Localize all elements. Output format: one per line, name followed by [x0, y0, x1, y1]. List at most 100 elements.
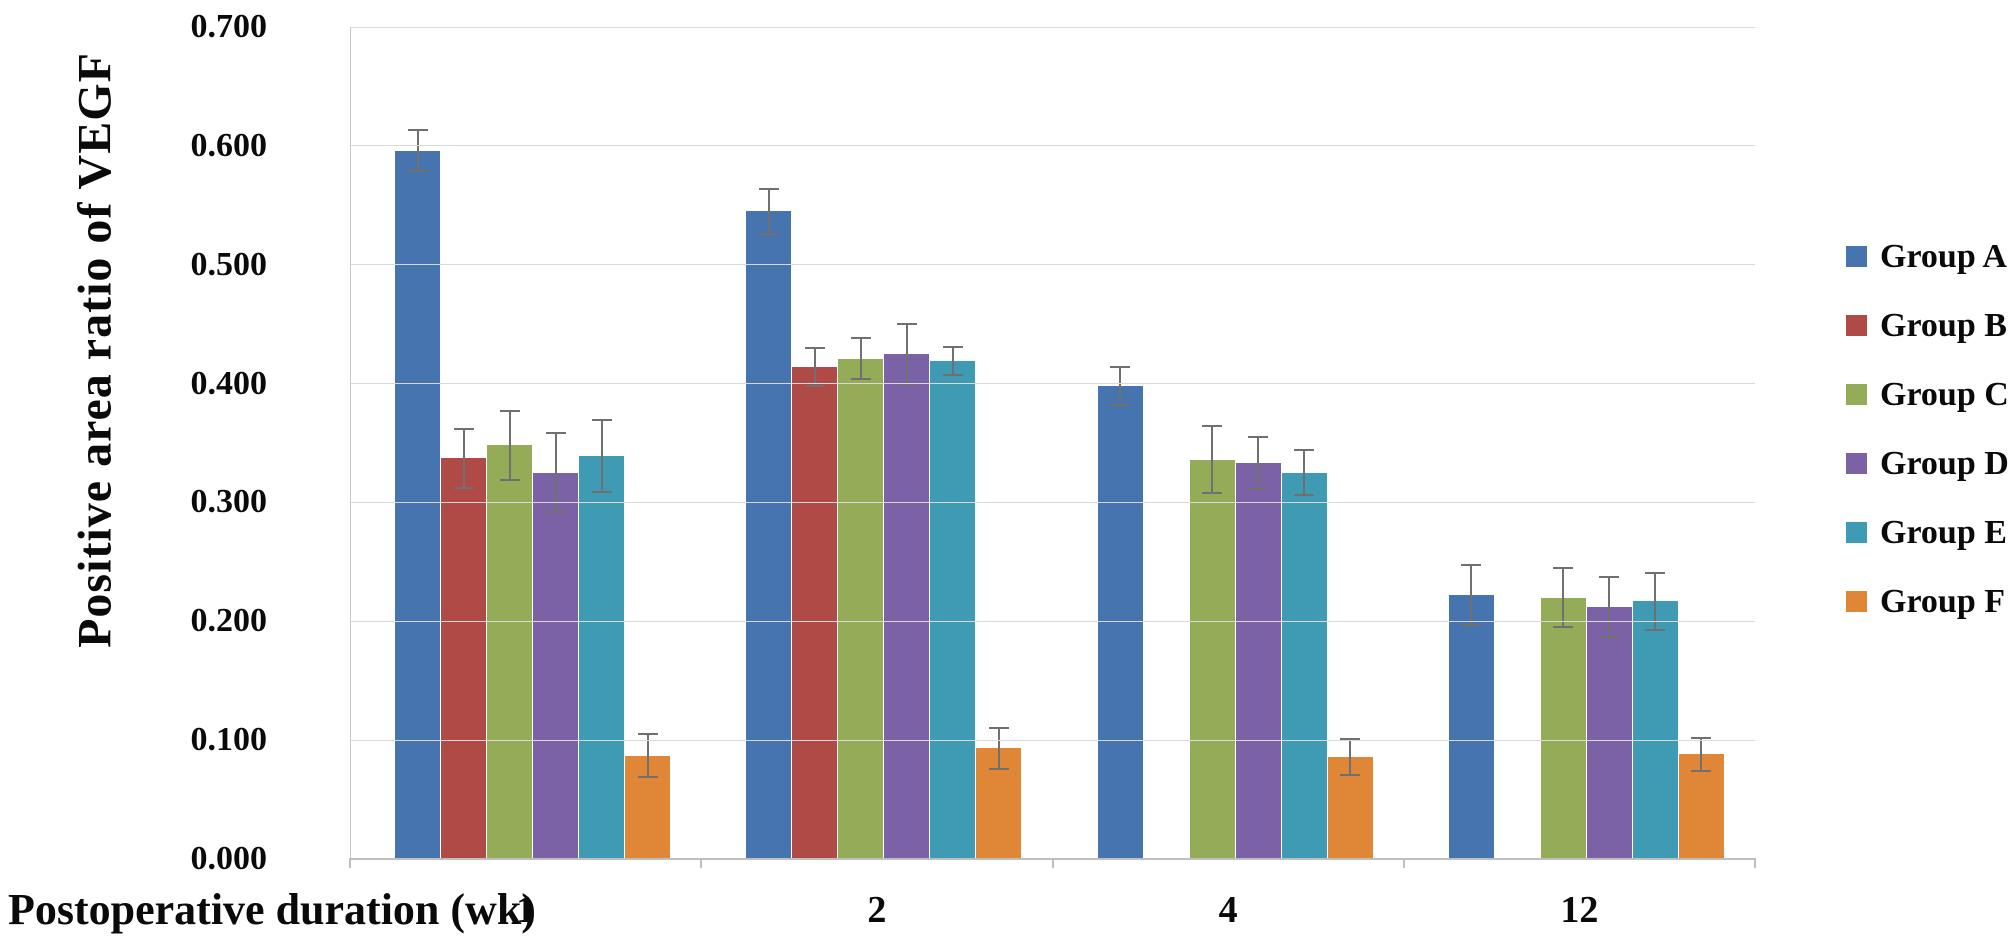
legend-swatch — [1846, 453, 1867, 474]
error-bar-group-d-wk-1 — [554, 433, 557, 512]
bar-group-b-wk-2 — [792, 366, 838, 859]
legend-item-group-b: Group B — [1846, 291, 2008, 360]
legend-swatch — [1846, 246, 1867, 267]
y-tick-label: 0.300 — [190, 483, 268, 521]
axis-tick — [700, 859, 703, 868]
error-bar-cap-bottom — [758, 232, 779, 235]
legend-label: Group F — [1880, 582, 2006, 620]
error-bar-group-c-wk-2 — [859, 338, 862, 379]
error-bar-cap-top — [453, 427, 474, 430]
error-bar-cap-top — [942, 345, 963, 348]
error-bar-group-d-wk-4 — [1257, 437, 1259, 490]
error-bar-cap-bottom — [499, 478, 520, 481]
error-bar-cap-bottom — [1248, 488, 1268, 491]
x-axis-title: Postoperative duration (wk) — [8, 885, 536, 934]
gridline — [350, 739, 1755, 741]
bar-group-c-wk-2 — [838, 358, 884, 859]
error-bar-group-c-wk-4 — [1211, 426, 1213, 493]
gridline — [350, 145, 1755, 147]
error-bar-cap-top — [1110, 365, 1130, 368]
legend-label: Group C — [1880, 375, 2008, 413]
error-bar-cap-bottom — [1599, 635, 1620, 638]
bar-group-c-wk-1 — [487, 445, 532, 859]
legend-item-group-c: Group C — [1846, 360, 2008, 429]
error-bar-group-a-wk-1 — [416, 130, 419, 171]
error-bar-cap-bottom — [942, 374, 963, 377]
legend: Group A Group B Group C Group D Group E Group… — [1846, 222, 2008, 636]
y-axis-title: Positive area ratio of VEGF — [68, 52, 122, 648]
error-bar-cap-bottom — [850, 377, 871, 380]
error-bar-cap-bottom — [637, 775, 658, 778]
bar-group-d-wk-12 — [1586, 607, 1632, 859]
bar-group-e-wk-12 — [1632, 601, 1678, 859]
error-bar-cap-bottom — [1553, 626, 1574, 629]
error-bar-group-b-wk-2 — [813, 347, 816, 386]
y-tick-label: 0.200 — [190, 602, 268, 640]
bar-group-a-wk-4 — [1097, 385, 1143, 859]
error-bar-cap-bottom — [453, 487, 474, 490]
bar-group-d-wk-4 — [1235, 463, 1281, 859]
y-tick-label: 0.500 — [190, 245, 268, 283]
axis-tick — [1754, 859, 1756, 868]
error-bar-cap-bottom — [1461, 623, 1482, 626]
bar-group-d-wk-1 — [533, 472, 578, 859]
error-bar-cap-top — [1294, 449, 1314, 452]
legend-swatch — [1846, 591, 1867, 612]
legend-item-group-f: Group F — [1846, 567, 2008, 636]
y-axis-line — [350, 27, 351, 859]
error-bar-cap-top — [591, 419, 612, 422]
error-bar-group-c-wk-1 — [508, 410, 511, 480]
error-bar-group-f-wk-12 — [1700, 737, 1703, 772]
error-bar-cap-top — [1645, 571, 1666, 574]
bar-group-a-wk-12 — [1448, 595, 1494, 859]
category-label-wk-4: 4 — [1218, 889, 1238, 931]
axis-tick — [1402, 859, 1405, 868]
gridline — [350, 383, 1755, 385]
gridline — [350, 620, 1755, 622]
bar-group-e-wk-4 — [1281, 472, 1327, 859]
error-bar-group-d-wk-12 — [1608, 577, 1611, 637]
y-tick-label: 0.400 — [190, 364, 268, 402]
error-bar-cap-top — [407, 129, 428, 132]
error-bar-cap-top — [1691, 736, 1712, 739]
error-bar-cap-top — [1248, 436, 1268, 439]
error-bar-cap-bottom — [1294, 494, 1314, 497]
legend-label: Group E — [1880, 513, 2007, 551]
category-label-wk-2: 2 — [867, 889, 887, 931]
bar-group-e-wk-1 — [579, 456, 624, 859]
legend-label: Group A — [1880, 237, 2007, 275]
error-bar-cap-top — [804, 346, 825, 349]
axis-tick — [1051, 859, 1054, 868]
error-bar-cap-top — [637, 733, 658, 736]
error-bar-cap-bottom — [1202, 491, 1222, 494]
error-bar-cap-top — [1461, 564, 1482, 567]
error-bar-cap-top — [758, 187, 779, 190]
error-bar-cap-bottom — [1340, 773, 1360, 776]
error-bar-group-c-wk-12 — [1562, 567, 1565, 628]
error-bar-group-d-wk-2 — [905, 324, 908, 384]
error-bar-cap-bottom — [1110, 403, 1130, 406]
bar-group-c-wk-4 — [1189, 459, 1235, 859]
error-bar-group-e-wk-2 — [951, 346, 954, 376]
error-bar-group-e-wk-4 — [1303, 450, 1305, 496]
legend-label: Group B — [1880, 306, 2007, 344]
axis-tick — [349, 859, 351, 868]
bar-group-b-wk-1 — [441, 458, 486, 859]
gridline — [350, 501, 1755, 503]
category-label-wk-1: 1 — [516, 889, 536, 931]
y-tick-label: 0.000 — [190, 840, 268, 877]
error-bar-cap-top — [1340, 737, 1360, 740]
error-bar-cap-bottom — [591, 490, 612, 493]
error-bar-cap-bottom — [804, 384, 825, 387]
error-bar-group-b-wk-1 — [462, 428, 465, 489]
legend-item-group-e: Group E — [1846, 498, 2008, 567]
error-bar-cap-top — [1599, 576, 1620, 579]
bar-group-d-wk-2 — [884, 353, 930, 859]
error-bar-cap-top — [1553, 566, 1574, 569]
bar-group-a-wk-2 — [746, 211, 792, 859]
error-bar-group-a-wk-12 — [1470, 565, 1473, 625]
error-bar-cap-bottom — [988, 767, 1009, 770]
legend-swatch — [1846, 315, 1867, 336]
legend-item-group-a: Group A — [1846, 222, 2008, 291]
